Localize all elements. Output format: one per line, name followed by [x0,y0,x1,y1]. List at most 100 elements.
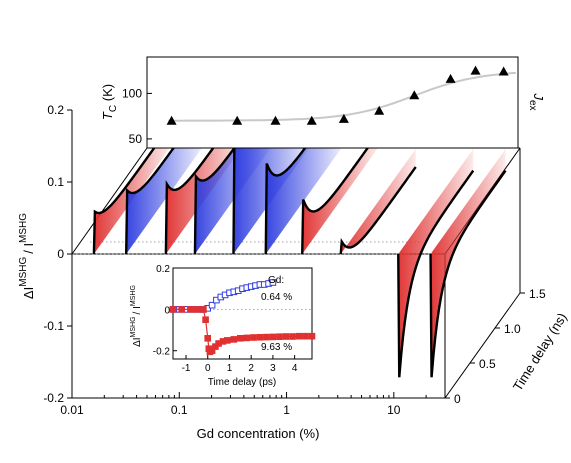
jex-label-sub: ex [527,100,538,111]
inset-chart: -1 0 1 2 3 4 0.2 0 -0.2 Gd: 0.64 % 9.63 % Time d… [130,264,316,388]
tc-y-tick-label: 50 [129,132,143,146]
inset-point [200,306,207,313]
inset-legend-red: 9.63 % [261,342,292,353]
depth-axis-line [444,292,521,399]
inset-y-label-main: ΔI [132,337,143,346]
decay-fill-0 [94,127,169,253]
tc-y-tick-label: 100 [122,86,142,100]
inset-point [269,333,277,341]
inset-point [243,334,251,342]
inset-point [169,306,177,313]
inset-point [208,301,216,309]
tc-y-ticks: 50 100 [122,86,152,146]
inset-x-tick-label: -1 [182,363,191,374]
jex-label-main: J [531,92,546,100]
depth-ticks: 0 0.5 1.0 1.5 [445,287,546,406]
inset-point [202,316,209,323]
tc-panel-frame [146,56,519,149]
left-top-edge [71,147,148,255]
inset-point [237,335,244,342]
tc-marker [270,115,281,125]
decay-curve-7 [339,166,417,255]
tc-marker [338,113,349,123]
inset-point [193,306,201,313]
inset-x-tick-label: 4 [292,363,298,374]
x-ticks: 0.01 0.1 1 10 [60,392,446,417]
svg-text:ΔIMSHG/ IMSHG: ΔIMSHG/ IMSHG [18,213,36,299]
inset-point [230,336,238,343]
y-tick-label: 0.2 [47,103,64,117]
y-label-main: ΔI [21,287,36,299]
tc-label-main: T [100,111,115,120]
inset-point [187,306,194,313]
decay-fill-9 [431,149,506,378]
inset-point [269,279,277,286]
y-label-div-sup: MSHG [18,213,29,243]
inset-x-axis-label: Time delay (ps) [208,377,277,388]
inset-y-tick-label: -0.2 [153,347,171,358]
decay-fill-7 [341,149,416,253]
tc-marker [498,66,509,76]
inset-point [302,332,309,340]
inset-y-label-sup: MSHG [130,316,137,337]
svg-text:TC (K): TC (K) [100,84,119,120]
depth-tick-label: 0 [454,392,461,406]
tc-marker [374,105,385,115]
inset-point [289,333,296,340]
inset-point [282,333,290,340]
inset-point [308,332,316,340]
y-label-sup: MSHG [18,257,29,287]
decay-fill-8 [399,149,474,378]
y-axis-label: ΔIMSHG/ IMSHG [18,213,36,299]
inset-x-tick-label: 3 [270,363,276,374]
decay-curve-6 [301,133,379,255]
inset-x-tick-label: 0 [205,363,211,374]
x-tick-label: 1 [283,403,290,417]
tc-marker [409,90,420,100]
tc-label-unit: (K) [100,84,115,105]
tc-marker [445,73,456,83]
inset-x-tick-label: 1 [227,363,233,374]
tc-panel: 50 100 TC (K) Jex [100,56,546,149]
inset-point [204,335,211,342]
inset-y-label-div: / I [132,306,143,314]
y-label-div: / I [21,243,36,254]
inset-point [256,334,264,341]
x-axis-label: Gd concentration (%) [197,426,320,441]
inset-point [178,306,185,313]
decay-curve-9 [429,169,507,378]
x-tick-label: 0.1 [171,403,188,417]
tc-label-sub: C [108,105,119,112]
y-tick-label: -0.2 [43,391,64,405]
y-tick-label: 0 [57,247,64,261]
inset-series [169,279,316,356]
tc-marker [470,65,481,75]
tc-marker [306,115,317,125]
tc-marker [232,115,243,125]
x-tick-label: 0.01 [60,403,84,417]
inset-x-tick-label: 2 [248,363,254,374]
svg-text:ΔIMSHG/ IMSHG: ΔIMSHG/ IMSHG [130,285,143,347]
inset-frame [172,267,313,360]
depth-tick-label: 1.0 [504,322,521,336]
inset-point [224,337,231,344]
inset-y-tick-label: 0.2 [156,264,170,275]
inset-point [250,334,257,341]
x-tick-label: 10 [387,403,401,417]
tc-trend-line [168,71,516,122]
inset-y-label-div-sup: MSHG [130,285,137,306]
y-ticks: 0.2 0.1 0 -0.1 -0.2 [43,103,72,405]
y-tick-label: 0.1 [47,175,64,189]
inset-point [295,332,303,340]
inset-y-tick-label: 0 [164,305,170,316]
inset-y-axis-label: ΔIMSHG/ IMSHG [130,285,143,347]
jex-label: Jex [527,92,546,110]
y-tick-label: -0.1 [43,319,64,333]
tc-y-axis-label: TC (K) [100,84,119,120]
inset-point [263,333,270,341]
depth-tick-label: 0.5 [479,357,496,371]
svg-text:Jex: Jex [527,92,546,110]
decay-fill-6 [303,134,378,253]
decay-curve-8 [397,169,475,378]
